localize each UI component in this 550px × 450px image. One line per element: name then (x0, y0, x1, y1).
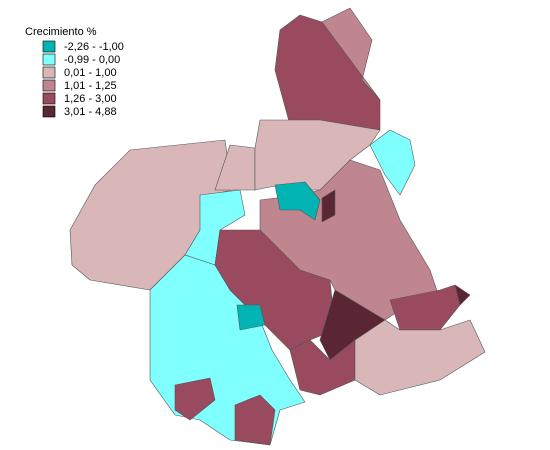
region (289, 339, 356, 396)
legend-title: Crecimiento % (25, 26, 97, 38)
map-regions (69, 7, 486, 446)
region (236, 304, 266, 331)
region (321, 189, 336, 223)
legend-label: -2,26 - -1,00 (64, 41, 124, 53)
legend-label: 1,01 - 1,25 (64, 80, 117, 92)
region (234, 394, 276, 446)
region (454, 284, 471, 306)
region (369, 129, 416, 196)
legend-swatch (42, 79, 56, 92)
legend-label: 0,01 - 1,00 (64, 67, 117, 79)
legend-swatch (42, 66, 56, 79)
legend-label: 1,26 - 3,00 (64, 93, 117, 105)
legend-swatch (42, 40, 56, 53)
region (174, 377, 216, 421)
legend-swatch (42, 53, 56, 66)
legend-label: -0,99 - 0,00 (64, 54, 120, 66)
region (321, 7, 381, 101)
legend: -2,26 - -1,00-0,99 - 0,000,01 - 1,001,01… (42, 40, 124, 118)
region (354, 319, 486, 396)
legend-swatch (42, 92, 56, 105)
legend-swatch (42, 105, 56, 118)
legend-label: 3,01 - 4,88 (64, 106, 117, 118)
region (274, 181, 321, 221)
